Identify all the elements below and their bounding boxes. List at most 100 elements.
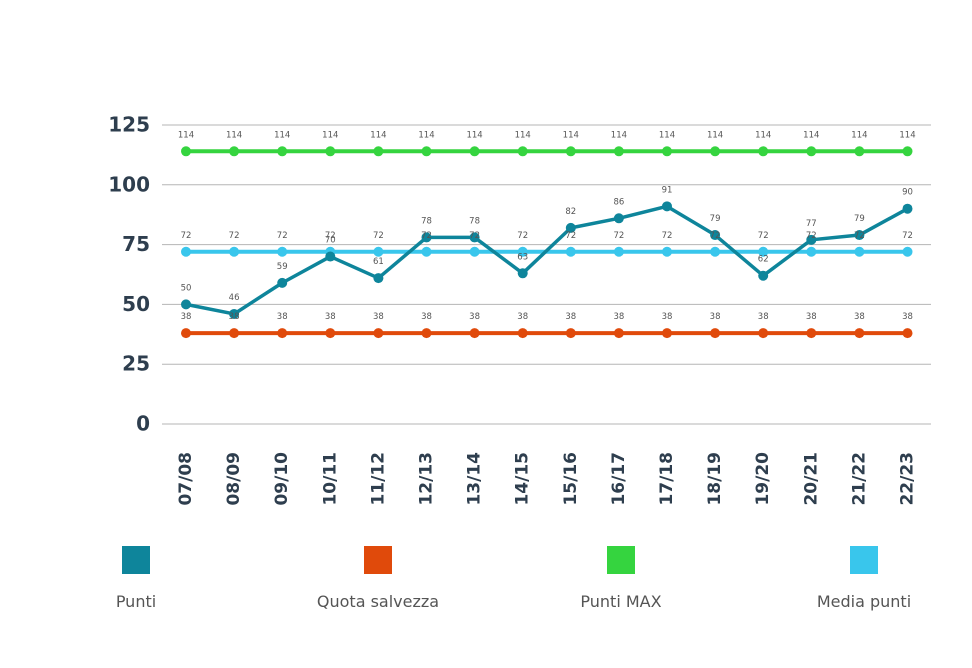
x-tick-label: 09/10 [272, 452, 292, 506]
data-label: 38 [806, 312, 817, 322]
data-label: 78 [469, 216, 480, 226]
data-point [806, 246, 817, 257]
data-label: 38 [758, 312, 769, 322]
data-point [181, 299, 191, 310]
data-point [277, 246, 288, 257]
data-point [517, 146, 528, 157]
data-label: 72 [710, 231, 721, 241]
x-tick-label: 22/23 [898, 452, 918, 506]
data-point [565, 146, 576, 157]
x-tick-label: 10/11 [320, 452, 340, 506]
data-label: 77 [806, 219, 817, 229]
data-point [902, 203, 913, 214]
data-label: 72 [806, 231, 817, 241]
data-label: 82 [565, 207, 576, 217]
data-label: 72 [902, 231, 913, 241]
data-point [277, 146, 288, 157]
legend-swatch [364, 546, 392, 574]
x-tick-label: 19/20 [753, 452, 773, 506]
data-label: 72 [373, 231, 384, 241]
data-label: 62 [758, 255, 769, 265]
data-point [325, 146, 336, 157]
data-label: 114 [274, 130, 290, 140]
data-label: 72 [325, 231, 336, 241]
data-label: 72 [421, 231, 432, 241]
data-point [517, 268, 528, 279]
data-point [469, 246, 480, 257]
data-point [902, 246, 913, 257]
data-label: 114 [563, 130, 579, 140]
data-label: 114 [418, 130, 434, 140]
data-point [181, 328, 191, 339]
data-point [902, 328, 913, 339]
data-point [613, 328, 624, 339]
data-label: 50 [181, 283, 192, 293]
series-layer [181, 146, 913, 339]
y-tick-label: 100 [108, 172, 150, 196]
data-point [565, 328, 576, 339]
data-point [277, 277, 288, 288]
data-label: 59 [277, 262, 288, 272]
data-label: 79 [710, 214, 721, 224]
data-label: 72 [758, 231, 769, 241]
data-point [229, 328, 240, 339]
x-tick-label: 21/22 [849, 452, 869, 506]
x-tick-label: 17/18 [657, 452, 677, 506]
data-label: 114 [707, 130, 723, 140]
data-label: 114 [226, 130, 242, 140]
data-point [421, 232, 432, 243]
data-point [517, 328, 528, 339]
data-point [806, 234, 817, 245]
data-label: 38 [469, 312, 480, 322]
y-tick-label: 25 [122, 352, 150, 376]
x-tick-label: 15/16 [561, 452, 581, 506]
data-label: 72 [469, 231, 480, 241]
data-label: 38 [662, 312, 673, 322]
data-label: 114 [755, 130, 771, 140]
x-tick-label: 13/14 [465, 452, 485, 506]
data-label: 38 [710, 312, 721, 322]
data-label: 79 [854, 214, 865, 224]
data-point [662, 146, 672, 157]
data-label: 38 [421, 312, 432, 322]
legend-label: Punti MAX [580, 592, 662, 611]
data-point [229, 308, 240, 319]
data-label: 72 [229, 231, 240, 241]
legend-label: Media punti [816, 592, 912, 611]
legend-swatch [850, 546, 878, 574]
data-point [710, 328, 721, 339]
data-label: 70 [325, 236, 336, 246]
data-point [229, 246, 240, 257]
legend-item: Quota salvezza [298, 546, 458, 611]
data-point [613, 213, 624, 224]
data-labels: 38 38 38 38 38 38 38 38 38 38 38 38 38 38 38 38 114 114 11… [178, 130, 916, 322]
legend-swatch [122, 546, 150, 574]
data-label: 38 [325, 312, 336, 322]
data-label: 38 [277, 312, 288, 322]
data-label: 114 [322, 130, 338, 140]
data-point [421, 328, 432, 339]
data-label: 38 [229, 312, 240, 322]
y-axis: 0 25 50 75 100 125 [108, 113, 150, 436]
legend-swatch [607, 546, 635, 574]
data-label: 114 [178, 130, 194, 140]
y-tick-label: 75 [122, 232, 150, 256]
data-point [854, 246, 865, 257]
x-tick-label: 11/12 [368, 452, 388, 506]
data-point [181, 246, 191, 257]
data-point [373, 146, 384, 157]
data-label: 114 [515, 130, 531, 140]
data-label: 72 [662, 231, 673, 241]
data-point [277, 328, 288, 339]
data-label: 91 [662, 185, 673, 195]
legend-item: Punti [56, 546, 216, 611]
data-label: 72 [565, 231, 576, 241]
x-axis: 07/08 08/09 09/10 10/11 11/12 12/13 13/14 14/15… [176, 452, 918, 506]
data-label: 90 [902, 188, 913, 198]
data-label: 63 [517, 252, 528, 262]
x-tick-label: 12/13 [417, 452, 437, 506]
data-label: 114 [466, 130, 482, 140]
data-label: 38 [517, 312, 528, 322]
data-point [469, 328, 480, 339]
data-label: 114 [611, 130, 627, 140]
